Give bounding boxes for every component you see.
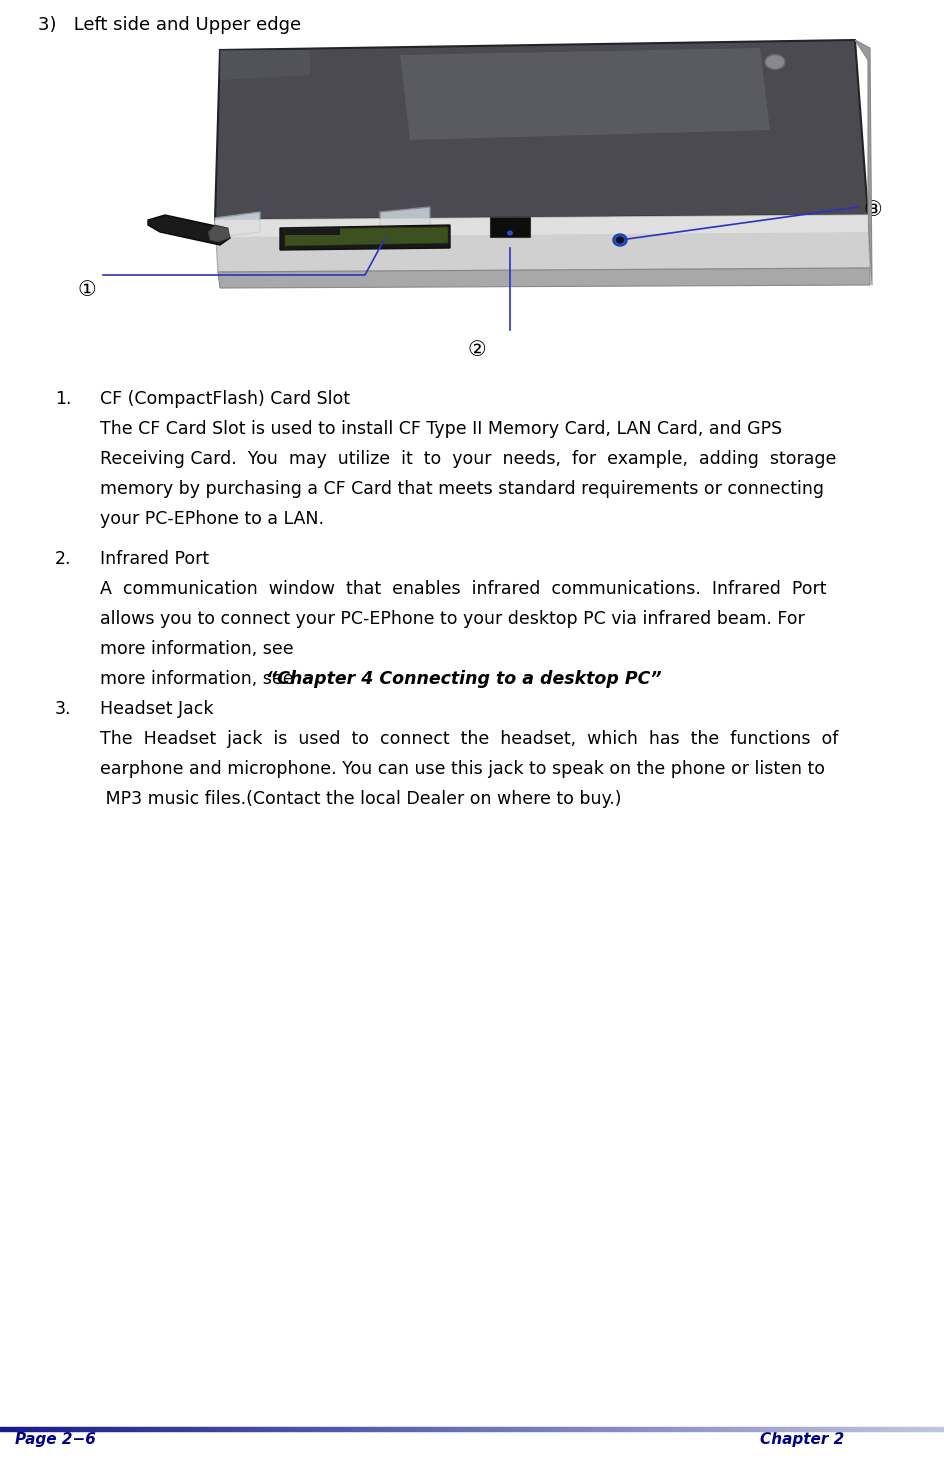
Text: .: .: [555, 670, 561, 689]
Text: Receiving Card.  You  may  utilize  it  to  your  needs,  for  example,  adding : Receiving Card. You may utilize it to yo…: [100, 449, 835, 468]
Text: A  communication  window  that  enables  infrared  communications.  Infrared  Po: A communication window that enables infr…: [100, 581, 826, 598]
Text: memory by purchasing a CF Card that meets standard requirements or connecting: memory by purchasing a CF Card that meet…: [100, 480, 823, 498]
Polygon shape: [215, 214, 869, 271]
Polygon shape: [285, 228, 447, 247]
Text: allows you to connect your PC-EPhone to your desktop PC via infrared beam. For: allows you to connect your PC-EPhone to …: [100, 610, 804, 627]
Text: Headset Jack: Headset Jack: [100, 700, 213, 718]
Text: 1.: 1.: [55, 390, 72, 409]
Ellipse shape: [507, 231, 513, 235]
Text: Page 2−6: Page 2−6: [15, 1431, 95, 1447]
Polygon shape: [854, 39, 871, 285]
Polygon shape: [220, 50, 310, 80]
Polygon shape: [279, 225, 449, 249]
Ellipse shape: [613, 233, 626, 247]
Polygon shape: [215, 214, 868, 236]
Text: 3)   Left side and Upper edge: 3) Left side and Upper edge: [38, 16, 301, 34]
Polygon shape: [218, 268, 869, 287]
Ellipse shape: [615, 236, 623, 244]
Text: 2.: 2.: [55, 550, 72, 568]
Text: CF (CompactFlash) Card Slot: CF (CompactFlash) Card Slot: [100, 390, 349, 409]
Polygon shape: [399, 48, 769, 140]
Text: Infrared Port: Infrared Port: [100, 550, 209, 568]
Polygon shape: [208, 225, 229, 242]
Text: The  Headset  jack  is  used  to  connect  the  headset,  which  has  the  funct: The Headset jack is used to connect the …: [100, 730, 837, 748]
Text: MP3 music files.(Contact the local Dealer on where to buy.): MP3 music files.(Contact the local Deale…: [100, 789, 621, 808]
Ellipse shape: [765, 54, 784, 70]
Text: ③: ③: [862, 200, 881, 220]
Text: more information, see: more information, see: [100, 641, 299, 658]
Polygon shape: [285, 228, 340, 235]
Text: ②: ②: [466, 340, 485, 360]
Text: your PC-EPhone to a LAN.: your PC-EPhone to a LAN.: [100, 511, 324, 528]
Text: The CF Card Slot is used to install CF Type II Memory Card, LAN Card, and GPS: The CF Card Slot is used to install CF T…: [100, 420, 782, 438]
Polygon shape: [379, 207, 430, 232]
Polygon shape: [215, 39, 868, 220]
Polygon shape: [148, 214, 229, 245]
Polygon shape: [215, 212, 260, 238]
FancyBboxPatch shape: [490, 217, 530, 236]
Text: earphone and microphone. You can use this jack to speak on the phone or listen t: earphone and microphone. You can use thi…: [100, 760, 824, 778]
Text: more information, see: more information, see: [100, 670, 299, 689]
Text: Chapter 2: Chapter 2: [759, 1431, 843, 1447]
Text: 3.: 3.: [55, 700, 72, 718]
Text: ①: ①: [76, 280, 95, 301]
Text: “Chapter 4 Connecting to a desktop PC”: “Chapter 4 Connecting to a desktop PC”: [265, 670, 661, 689]
